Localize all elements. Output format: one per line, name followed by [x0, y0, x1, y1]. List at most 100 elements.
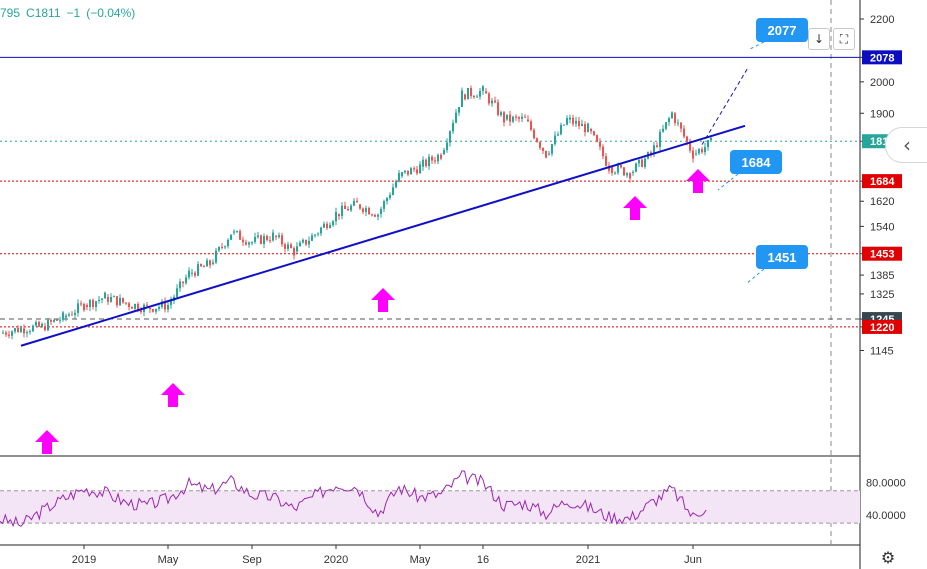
x-tick-label: Sep [242, 554, 262, 566]
x-tick-label: Jun [684, 554, 702, 566]
candle-body [446, 142, 448, 151]
candle-body [575, 120, 577, 124]
y-level-badge [862, 50, 902, 65]
candle-body [44, 326, 46, 331]
candle-body [341, 205, 343, 217]
candle-body [593, 131, 595, 136]
y-tick-label: 1145 [870, 345, 894, 357]
candle-body [503, 112, 505, 123]
candle-body [494, 100, 496, 103]
candle-body [590, 128, 592, 132]
candle-body [23, 328, 25, 334]
candle-body [311, 235, 313, 241]
candle-body [380, 208, 382, 214]
candle-body [458, 106, 460, 113]
candle-body [467, 88, 469, 100]
candle-body [287, 244, 289, 249]
candle-body [215, 250, 217, 263]
side-panel-handle[interactable]: ‹ [885, 127, 927, 163]
candle-body [20, 327, 22, 333]
callout-label: 2077 [768, 23, 797, 38]
candle-body [530, 121, 532, 130]
candle-body [689, 141, 691, 151]
candle-body [257, 235, 259, 237]
candle-body [569, 117, 571, 120]
candle-body [74, 312, 76, 315]
candle-body [275, 235, 277, 238]
y-level-badge [862, 319, 902, 334]
x-tick-label: 2019 [72, 554, 96, 566]
candle-body [353, 200, 355, 206]
candle-body [2, 332, 4, 334]
candle-body [617, 164, 619, 173]
candle-body [119, 297, 121, 306]
candle-body [29, 331, 31, 333]
candle-body [542, 147, 544, 151]
candle-body [239, 230, 241, 240]
candle-body [677, 122, 679, 124]
candle-body [53, 319, 55, 322]
candle-body [305, 239, 307, 245]
candle-body [68, 314, 70, 316]
candle-body [410, 168, 412, 175]
candle-body [113, 296, 115, 298]
candle-body [269, 240, 271, 242]
candle-body [551, 144, 553, 154]
candle-body [80, 303, 82, 305]
fullscreen-button[interactable]: ⛶ [833, 28, 855, 50]
candle-body [635, 163, 637, 172]
candle-body [233, 231, 235, 233]
y-tick-label: 1684 [870, 176, 895, 188]
candle-body [374, 215, 376, 217]
change-readout: −1 [66, 6, 81, 20]
candle-body [134, 304, 136, 309]
candle-body [284, 244, 286, 249]
candle-body [5, 332, 7, 335]
x-tick-label: 16 [477, 554, 489, 566]
candle-body [389, 194, 391, 199]
candle-body [308, 240, 310, 245]
candle-body [122, 297, 124, 303]
candle-body [317, 233, 319, 235]
candle-body [539, 142, 541, 148]
chevron-left-icon: ‹ [903, 133, 911, 157]
callout-box [756, 18, 808, 42]
candle-body [518, 117, 520, 119]
candle-body [251, 242, 253, 244]
candle-body [302, 239, 304, 243]
candle-body [386, 198, 388, 202]
candle-body [158, 306, 160, 309]
x-tick-label: May [410, 554, 431, 566]
candle-body [128, 303, 130, 307]
ohlc-readout: 795 C1811 −1 (−0.04%) [0, 6, 141, 20]
callout-box [756, 245, 808, 269]
candle-body [224, 246, 226, 248]
candle-body [95, 301, 97, 307]
candle-body [428, 156, 430, 167]
candle-body [347, 208, 349, 211]
candle-body [572, 117, 574, 124]
candle-body [476, 96, 478, 98]
candle-body [260, 235, 262, 244]
candle-body [350, 205, 352, 211]
candle-body [521, 116, 523, 119]
candle-body [425, 159, 427, 167]
candle-body [116, 296, 118, 306]
candle-body [692, 150, 694, 159]
candle-body [152, 309, 154, 312]
candle-body [497, 102, 499, 116]
candle-body [110, 297, 112, 302]
candle-body [266, 236, 268, 241]
candle-body [614, 172, 616, 174]
settings-button[interactable]: ⚙ [878, 548, 898, 568]
candle-body [440, 154, 442, 159]
candle-body [65, 315, 67, 318]
candle-body [161, 301, 163, 307]
candle-body [89, 300, 91, 307]
scroll-down-button[interactable]: ↓ [808, 28, 830, 50]
candle-body [185, 277, 187, 284]
candle-body [212, 262, 214, 265]
y-tick-label: 1325 [870, 289, 894, 301]
